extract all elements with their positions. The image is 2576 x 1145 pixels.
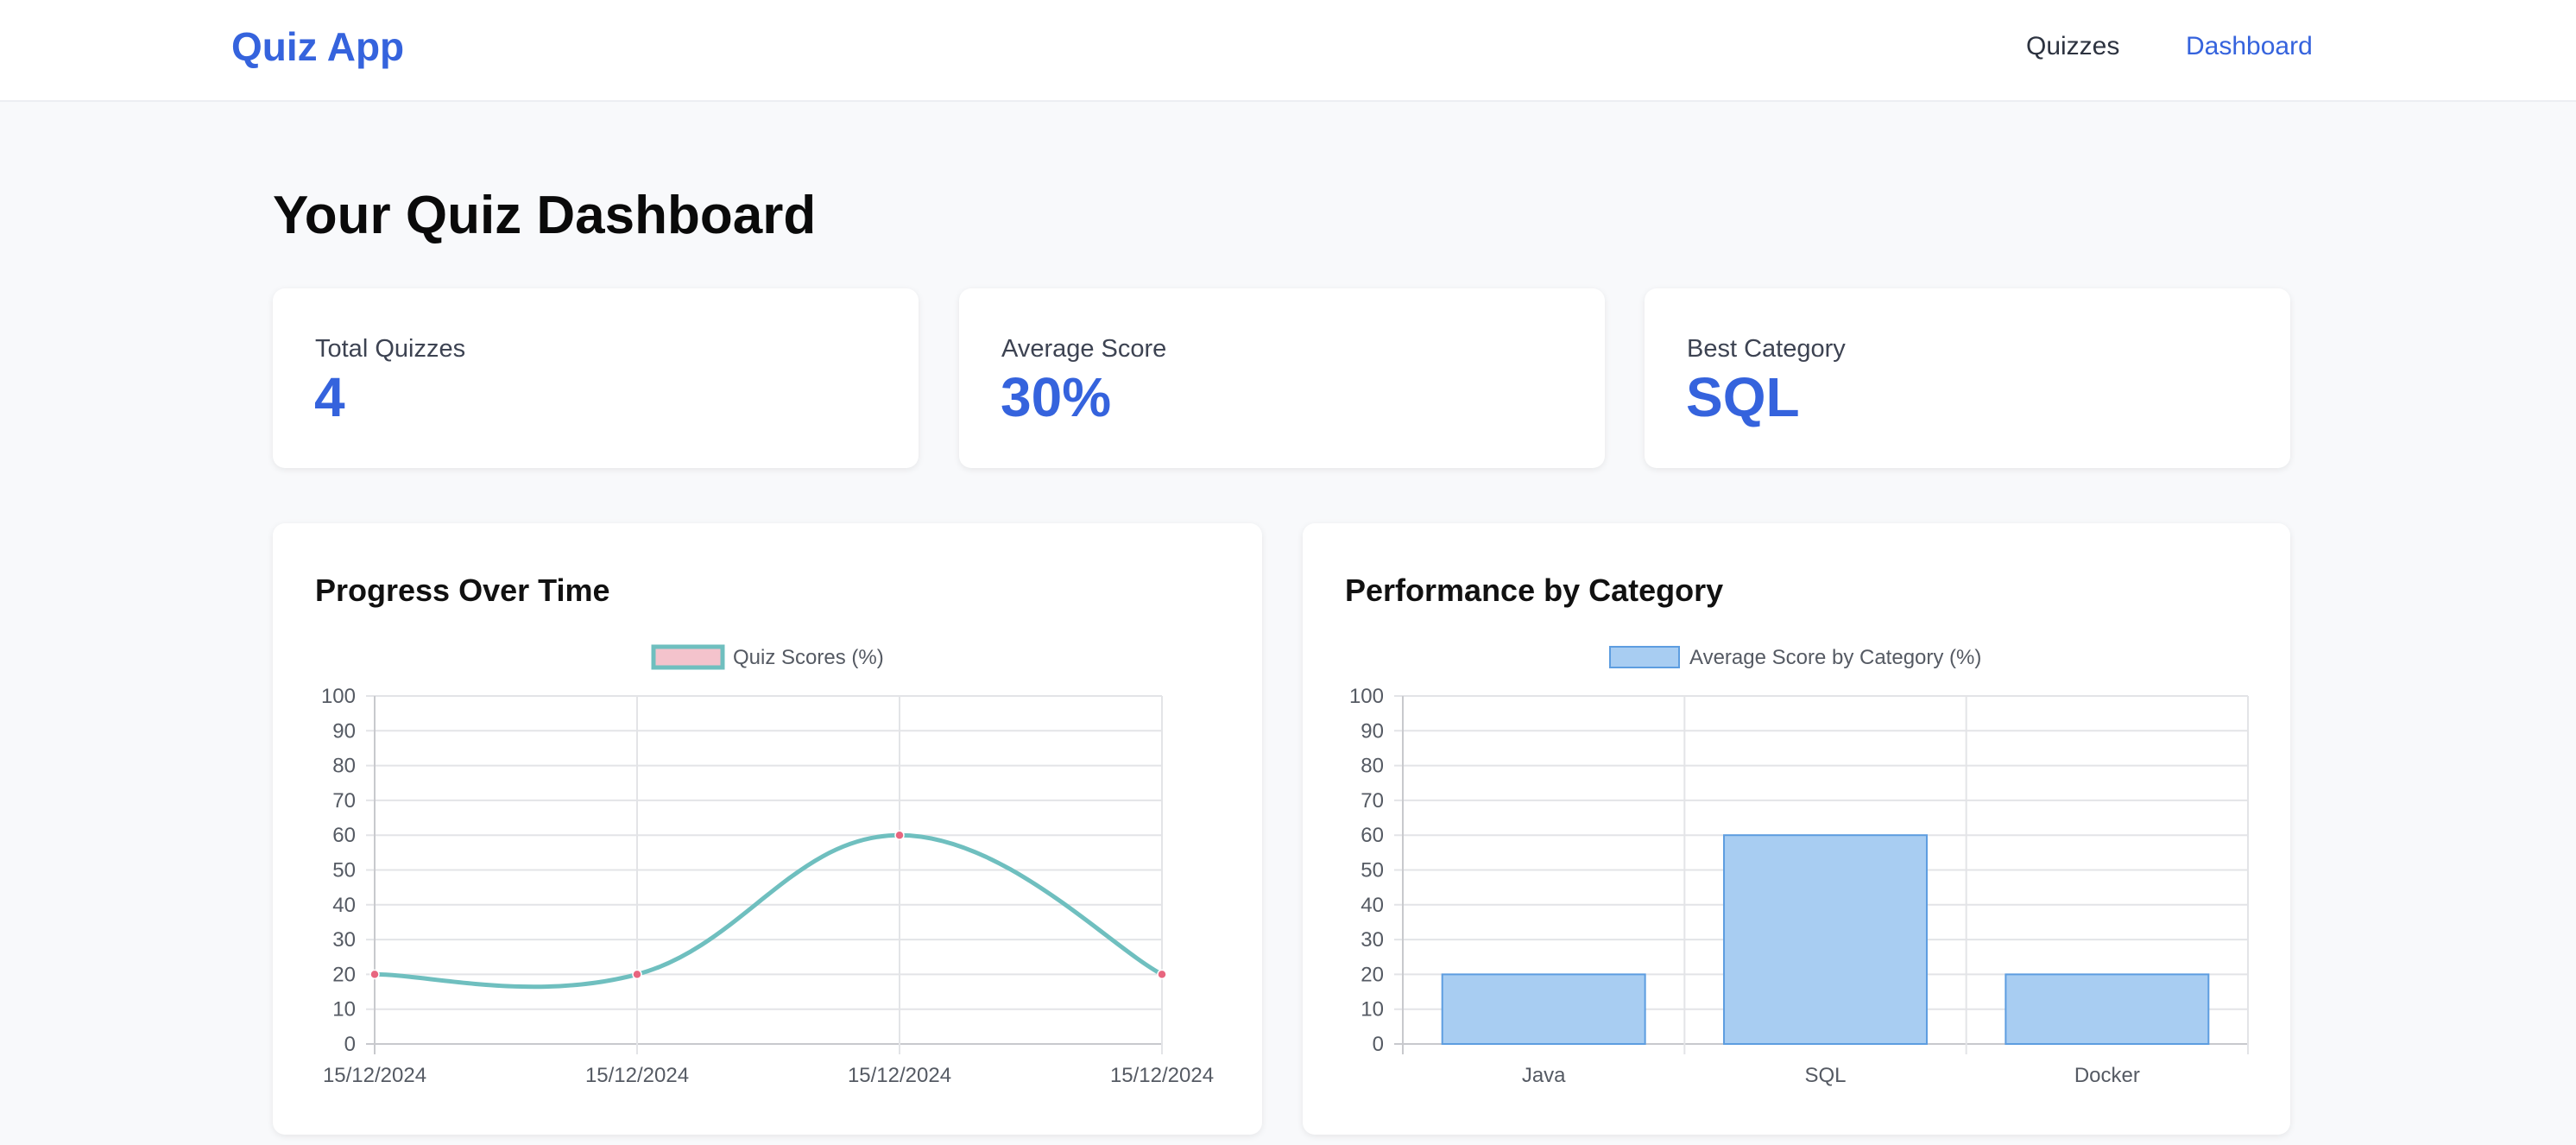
y-tick-label: 90: [332, 719, 356, 743]
y-tick-label: 40: [332, 894, 356, 917]
progress-line-chart: 0 10 20 30 40 50 60 70 80 90 100 15/12/2024 15/12/20…: [321, 644, 1214, 1087]
y-tick-label: 80: [332, 755, 356, 778]
y-tick-label: 0: [1373, 1033, 1384, 1056]
stat-card-best-category: Best Category SQL: [1645, 288, 2290, 468]
stat-value: 4: [314, 366, 345, 428]
chart-title: Progress Over Time: [315, 572, 610, 608]
y-tick-label: 50: [332, 859, 356, 882]
y-tick-label: 100: [321, 685, 356, 708]
y-tick-label: 10: [1361, 998, 1384, 1022]
y-tick-label: 60: [1361, 824, 1384, 847]
series-line: [374, 832, 1164, 990]
y-tick-label: 20: [332, 963, 356, 986]
data-point: [632, 969, 642, 980]
data-point: [369, 969, 380, 980]
legend-label: Quiz Scores (%): [733, 646, 884, 669]
category-bar-chart: 0 10 20 30 40 50 60 70 80 90 100 Java SQL Docker Avera…: [1349, 646, 2249, 1087]
y-tick-label: 0: [344, 1033, 356, 1056]
y-tick-label: 40: [1361, 894, 1384, 917]
stat-label: Best Category: [1687, 335, 1846, 363]
x-tick-label: SQL: [1804, 1064, 1846, 1087]
x-tick-label: Java: [1522, 1064, 1566, 1087]
nav-link-dashboard[interactable]: Dashboard: [2186, 32, 2313, 60]
bar: [1441, 973, 1646, 1046]
x-tick-label: 15/12/2024: [585, 1064, 689, 1087]
bar: [1723, 834, 1928, 1046]
stat-value: SQL: [1686, 366, 1800, 428]
category-chart-card: Performance by Category 0 10 20 30 40 50 60 70 8…: [1303, 523, 2290, 1135]
stat-card-average-score: Average Score 30%: [959, 288, 1605, 468]
y-tick-label: 20: [1361, 963, 1384, 986]
y-tick-label: 60: [332, 824, 356, 847]
nav-link-quizzes[interactable]: Quizzes: [2026, 32, 2120, 60]
stat-label: Total Quizzes: [315, 335, 466, 363]
y-tick-label: 30: [332, 928, 356, 952]
y-tick-label: 100: [1349, 685, 1384, 708]
x-tick-label: 15/12/2024: [323, 1064, 426, 1087]
y-tick-label: 30: [1361, 928, 1384, 952]
progress-chart-card: Progress Over Time 0 10 20 30 40 50 60 70 80 90 10…: [273, 523, 1262, 1135]
data-point: [1157, 969, 1167, 980]
chart-title: Performance by Category: [1345, 572, 1724, 608]
brand-logo[interactable]: Quiz App: [231, 24, 405, 69]
stat-card-total-quizzes: Total Quizzes 4: [273, 288, 919, 468]
legend-swatch: [1609, 646, 1680, 668]
x-tick-label: 15/12/2024: [848, 1064, 951, 1087]
y-tick-label: 50: [1361, 859, 1384, 882]
stat-label: Average Score: [1001, 335, 1167, 363]
y-tick-label: 80: [1361, 755, 1384, 778]
y-tick-label: 70: [1361, 789, 1384, 813]
x-tick-label: Docker: [2074, 1064, 2140, 1087]
data-point: [894, 830, 905, 840]
y-tick-label: 70: [332, 789, 356, 813]
page-title: Your Quiz Dashboard: [273, 186, 817, 245]
legend-label: Average Score by Category (%): [1689, 646, 1981, 669]
x-tick-label: 15/12/2024: [1110, 1064, 1214, 1087]
bar: [2005, 973, 2210, 1046]
stat-value: 30%: [1001, 366, 1112, 428]
y-tick-label: 10: [332, 998, 356, 1022]
navbar: Quiz App Quizzes Dashboard: [0, 0, 2576, 102]
y-tick-label: 90: [1361, 719, 1384, 743]
legend-swatch: [651, 644, 725, 670]
